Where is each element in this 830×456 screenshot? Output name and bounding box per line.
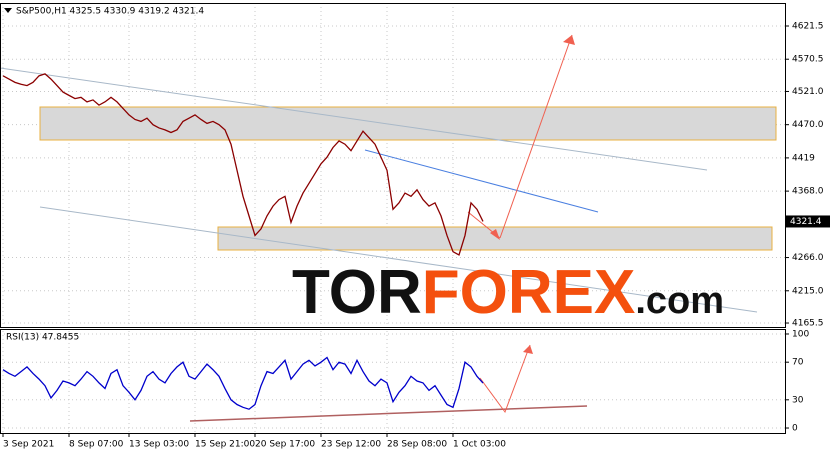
panel-marker bbox=[4, 8, 12, 13]
y-tick-label: 4215.0 bbox=[792, 286, 824, 296]
x-tick-label: 8 Sep 07:00 bbox=[69, 440, 124, 450]
y-tick-label: 4165.5 bbox=[792, 319, 824, 329]
x-tick-label: 20 Sep 17:00 bbox=[255, 440, 315, 450]
x-tick-label: 13 Sep 03:00 bbox=[129, 440, 189, 450]
rsi-trend-line bbox=[189, 405, 588, 422]
y-tick-label: 4521.0 bbox=[792, 87, 824, 97]
x-tick-label: 28 Sep 08:00 bbox=[387, 440, 447, 450]
watermark-part: .com bbox=[635, 280, 724, 322]
x-tick-label: 23 Sep 12:00 bbox=[321, 440, 381, 450]
y-tick-label: 4470.0 bbox=[792, 120, 824, 130]
y-tick-label: 100 bbox=[792, 329, 809, 339]
y-tick-label: 4368.0 bbox=[792, 187, 824, 197]
arrow-head bbox=[490, 229, 500, 240]
y-tick-label: 4570.5 bbox=[792, 55, 824, 65]
y-tick-label: 0 bbox=[792, 424, 798, 434]
support-zone bbox=[217, 226, 773, 251]
price-tag: 4321.4 bbox=[790, 217, 822, 227]
y-tick-label: 4621.5 bbox=[792, 21, 824, 31]
price-panel-frame bbox=[0, 3, 786, 328]
arrow-head bbox=[523, 345, 533, 354]
price-tag-bg bbox=[786, 215, 830, 228]
y-tick-label: 70 bbox=[792, 358, 804, 368]
watermark: TORFOREX.com bbox=[292, 258, 724, 327]
x-tick-label: 3 Sep 2021 bbox=[3, 440, 54, 450]
channel-line bbox=[39, 206, 758, 313]
price-title: S&P500,H1 4325.5 4330.9 4319.2 4321.4 bbox=[16, 7, 204, 17]
series-line bbox=[2, 73, 484, 256]
watermark-part: FOREX bbox=[422, 258, 636, 327]
rsi-forecast-arrow bbox=[479, 344, 531, 414]
rsi-title: RSI(13) 47.8455 bbox=[6, 333, 79, 343]
forecast-arrow bbox=[499, 34, 573, 239]
x-tick-label: 15 Sep 21:00 bbox=[195, 440, 255, 450]
series-line bbox=[2, 356, 484, 410]
rsi-panel-frame bbox=[0, 329, 786, 434]
watermark-part: TOR bbox=[292, 258, 422, 327]
arrow-head bbox=[563, 35, 575, 45]
y-tick-label: 30 bbox=[792, 395, 804, 405]
resistance-zone bbox=[39, 106, 777, 141]
y-tick-label: 4266.0 bbox=[792, 253, 824, 263]
channel-line bbox=[0, 67, 708, 171]
x-tick-label: 1 Oct 03:00 bbox=[453, 440, 506, 450]
trend-line bbox=[364, 149, 599, 213]
y-tick-label: 4419 bbox=[792, 153, 815, 163]
